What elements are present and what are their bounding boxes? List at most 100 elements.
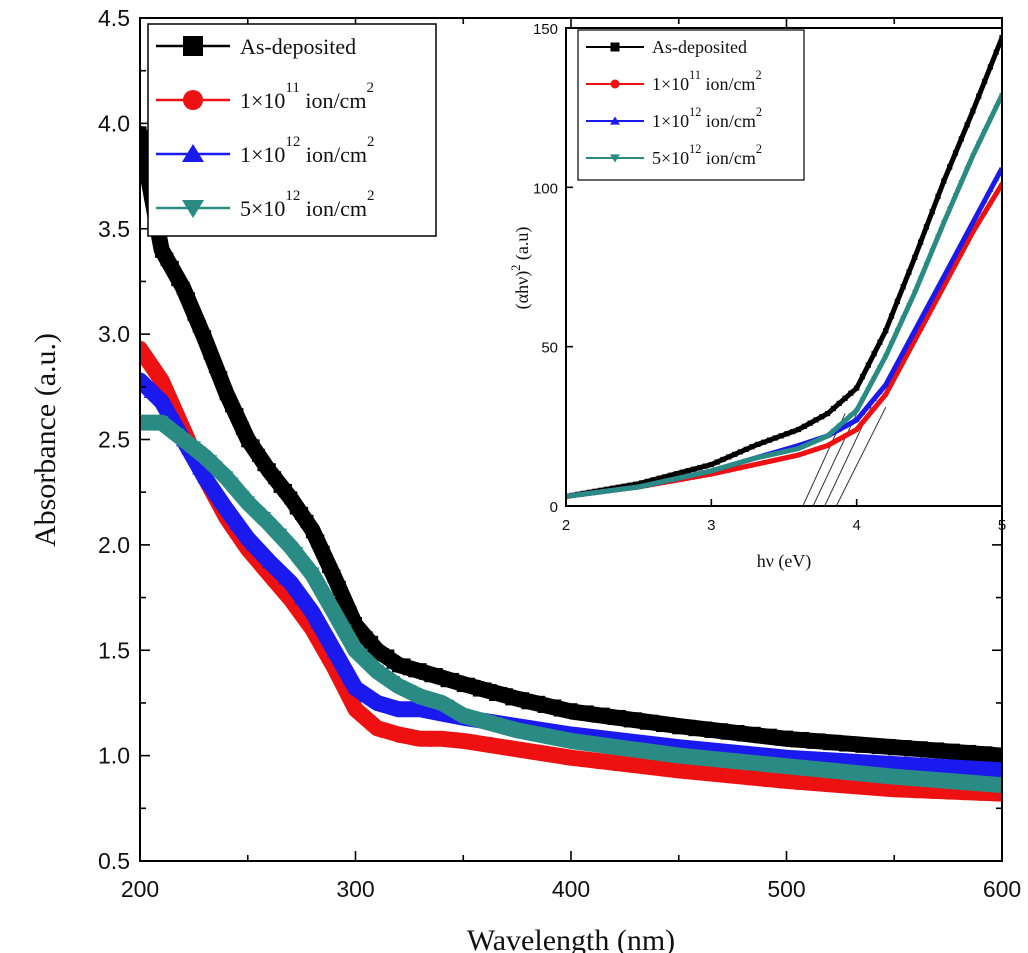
inset-data-point: [859, 419, 866, 426]
inset-legend-label-exp: 11: [689, 68, 701, 82]
y-tick-label: 4.0: [98, 110, 130, 136]
inset-legend-label-exp: 12: [689, 142, 701, 156]
main-legend-label-exp: 11: [285, 80, 299, 96]
inset-data-point: [568, 493, 575, 499]
inset-data-point: [633, 481, 639, 487]
main-data-point: [299, 597, 315, 610]
inset-data-point: [929, 295, 936, 301]
inset-data-point: [743, 446, 749, 452]
inset-data-point: [667, 477, 674, 483]
inset-data-point: [679, 469, 685, 475]
inset-data-point: [842, 423, 848, 429]
main-data-point: [326, 607, 342, 620]
inset-data-point: [987, 117, 994, 122]
inset-data-point: [708, 461, 714, 468]
inset-data-point: [824, 433, 831, 439]
inset-data-point: [621, 486, 627, 492]
main-legend-label-part: 1×10: [240, 88, 285, 113]
inset-data-point: [632, 485, 639, 490]
inset-y-tick-label: 100: [533, 180, 558, 197]
inset-data-point: [975, 208, 982, 214]
inset-data-point: [731, 466, 738, 472]
main-data-point: [316, 589, 331, 601]
inset-data-point: [946, 263, 953, 268]
main-data-point: [187, 307, 201, 321]
inset-data-point: [697, 465, 703, 471]
inset-y-tick-label: 50: [541, 340, 558, 357]
inset-data-point: [580, 492, 587, 497]
inset-data-point: [917, 317, 924, 322]
inset-data-point: [755, 441, 761, 447]
main-data-point: [994, 781, 1002, 794]
inset-data-point: [731, 462, 738, 467]
main-legend-label: 1×1011 ion/cm2: [240, 80, 374, 113]
inset-data-point: [644, 482, 651, 488]
inset-series-1: [566, 181, 1002, 500]
inset-data-point: [882, 382, 889, 387]
main-tick-group: 200 300 400 500 6000.51.01.52.02.53.03.54.04…: [98, 5, 1021, 902]
inset-data-point: [935, 294, 941, 300]
main-legend-label-part: As-deposited: [240, 34, 356, 59]
inset-data-point: [842, 418, 848, 424]
inset-data-point: [731, 451, 738, 457]
inset-data-point: [836, 423, 843, 429]
main-legend-label-unit: ion/cm: [300, 88, 367, 113]
inset-data-point: [929, 248, 936, 254]
inset-data-point: [911, 328, 918, 333]
inset-data-point: [825, 410, 831, 417]
main-legend-marker: [183, 90, 203, 110]
inset-data-point: [644, 478, 650, 484]
main-data-point: [343, 606, 357, 620]
inset-legend-label-unit-exp: 2: [755, 68, 761, 82]
main-data-point: [305, 567, 320, 580]
main-legend-label-exp: 12: [285, 134, 300, 150]
inset-data-point: [784, 449, 790, 454]
inset-data-point: [825, 442, 831, 449]
main-data-point: [140, 373, 148, 385]
inset-data-point: [737, 465, 744, 471]
main-data-point: [289, 547, 304, 559]
inset-plot-frame: [565, 27, 1003, 507]
inset-data-point: [836, 436, 842, 442]
inset-data-point: [964, 230, 970, 236]
inset-legend-label: 1×1012 ion/cm2: [652, 105, 762, 131]
inset-data-point: [906, 303, 912, 308]
inset-y-axis-title: (αhν)2 (a.u): [509, 227, 533, 310]
inset-data-point: [795, 452, 802, 458]
inset-y-axis-title-base: (αhν): [512, 271, 533, 310]
main-data-point: [256, 549, 272, 562]
inset-data-point: [789, 447, 796, 453]
inset-data-point: [818, 436, 825, 442]
inset-data-point: [981, 78, 988, 85]
inset-data-point: [847, 413, 854, 419]
inset-data-point: [696, 471, 703, 477]
main-data-point: [154, 415, 169, 428]
inset-data-point: [586, 491, 593, 496]
inset-data-point: [743, 463, 749, 470]
inset-data-point: [749, 456, 755, 462]
inset-legend-label-unit: ion/cm: [701, 148, 756, 168]
inset-legend-label-part: 5×10: [652, 148, 689, 168]
main-data-point: [208, 487, 223, 500]
inset-data-point: [952, 150, 959, 156]
inset-data-point: [592, 490, 598, 496]
inset-data-point: [772, 435, 778, 441]
inset-series-0: [566, 34, 1002, 500]
inset-y-axis-title-unit: (a.u): [512, 227, 533, 265]
main-data-point: [326, 645, 342, 658]
main-data-point: [305, 605, 320, 617]
main-data-point: [208, 360, 222, 374]
inset-data-point: [720, 465, 726, 471]
inset-data-point: [854, 385, 860, 391]
inset-data-point: [947, 272, 953, 278]
inset-data-point: [871, 405, 877, 412]
inset-data-point: [900, 315, 907, 321]
x-tick-label: 300: [336, 876, 374, 902]
main-data-point: [353, 648, 369, 661]
inset-data-point: [761, 439, 767, 445]
inset-data-point: [778, 433, 784, 439]
inset-data-point: [964, 166, 970, 172]
inset-data-point: [952, 193, 959, 199]
